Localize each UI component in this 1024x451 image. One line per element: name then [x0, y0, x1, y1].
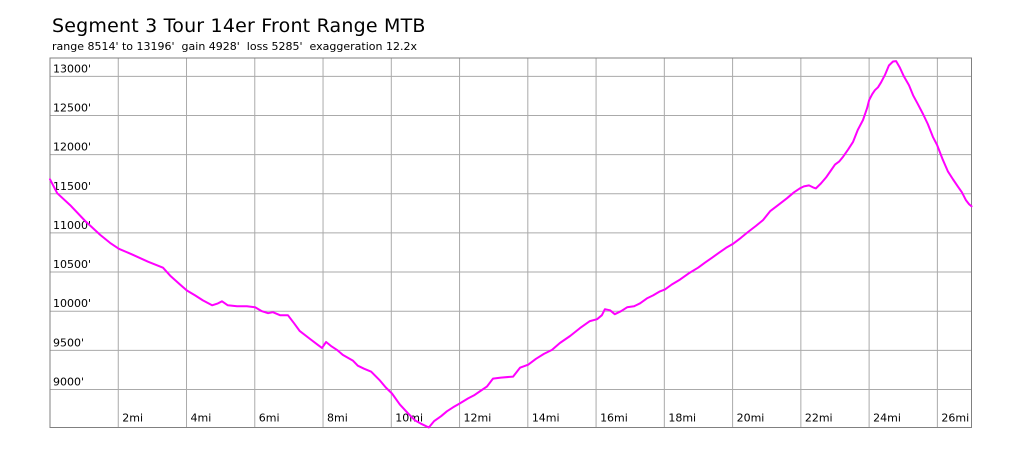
y-tick-label: 11500': [53, 180, 91, 193]
y-tick-label: 9500': [53, 336, 84, 349]
x-tick-label: 4mi: [191, 412, 212, 425]
y-tick-label: 10000': [53, 297, 91, 310]
chart-title: Segment 3 Tour 14er Front Range MTB: [52, 15, 426, 37]
y-tick-label: 9000': [53, 375, 84, 388]
y-tick-label: 12000': [53, 141, 91, 154]
y-tick-label: 12500': [53, 102, 91, 115]
x-tick-label: 8mi: [327, 412, 348, 425]
x-tick-label: 2mi: [122, 412, 143, 425]
y-tick-label: 10500': [53, 258, 91, 271]
x-tick-label: 18mi: [668, 412, 696, 425]
x-tick-label: 6mi: [259, 412, 280, 425]
y-tick-label: 13000': [53, 62, 91, 75]
x-tick-label: 14mi: [532, 412, 560, 425]
elevation-line: [49, 60, 973, 429]
x-tick-label: 16mi: [600, 412, 628, 425]
x-tick-label: 22mi: [805, 412, 833, 425]
x-tick-label: 26mi: [941, 412, 969, 425]
x-tick-label: 20mi: [737, 412, 765, 425]
x-tick-label: 24mi: [873, 412, 901, 425]
y-tick-label: 11000': [53, 219, 91, 232]
chart-subtitle: range 8514' to 13196' gain 4928' loss 52…: [52, 40, 417, 53]
plot-frame: [49, 57, 972, 428]
x-tick-label: 12mi: [464, 412, 492, 425]
